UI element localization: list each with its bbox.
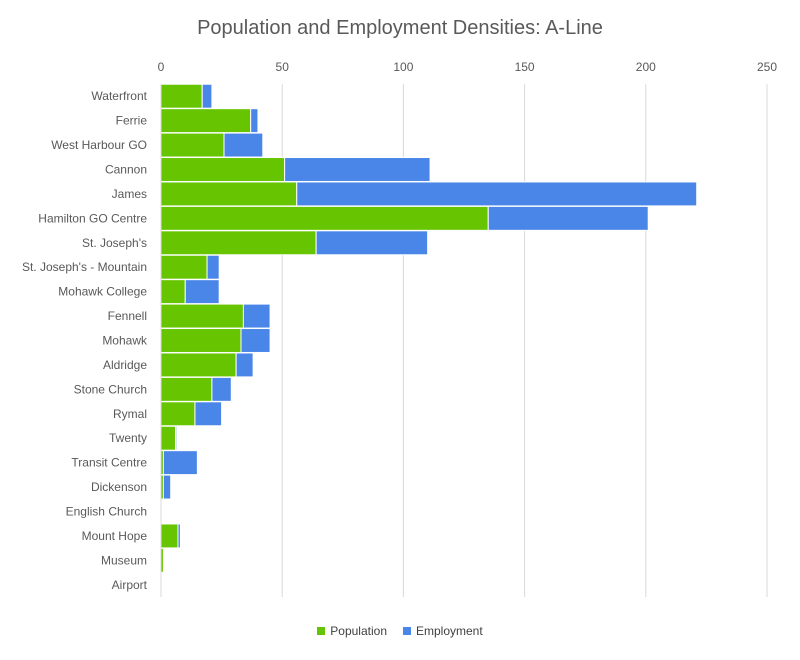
- category-label: Mohawk College: [58, 285, 147, 299]
- category-label: Dickenson: [91, 480, 147, 494]
- employment-bar: [206, 254, 220, 280]
- population-bar: [160, 83, 203, 109]
- population-bar: [160, 352, 237, 378]
- x-tick-label: 0: [158, 60, 165, 74]
- category-label: Museum: [101, 553, 147, 567]
- employment-bar: [250, 108, 259, 134]
- category-label: Cannon: [105, 163, 147, 177]
- category-label: James: [112, 187, 147, 201]
- population-bar: [160, 205, 489, 231]
- employment-bar: [201, 83, 213, 109]
- category-label: Aldridge: [103, 358, 147, 372]
- category-label: Ferrie: [116, 114, 148, 128]
- category-label: Mohawk: [102, 334, 148, 348]
- x-tick-label: 100: [393, 60, 413, 74]
- population-bar: [160, 108, 252, 134]
- employment-bar: [194, 401, 223, 427]
- x-tick-label: 150: [515, 60, 535, 74]
- legend-label: Population: [330, 624, 387, 638]
- x-tick-label: 250: [757, 60, 777, 74]
- category-label: St. Joseph's - Mountain: [22, 260, 147, 274]
- population-bar: [160, 401, 196, 427]
- population-bar: [160, 254, 208, 280]
- population-bar: [160, 303, 244, 329]
- population-bar: [160, 425, 177, 451]
- legend-label: Employment: [416, 624, 483, 638]
- category-label: English Church: [66, 505, 147, 519]
- population-bar: [160, 279, 186, 305]
- employment-bar: [315, 230, 429, 256]
- category-label: West Harbour GO: [51, 138, 147, 152]
- category-label: St. Joseph's: [82, 236, 147, 250]
- category-label: Stone Church: [74, 382, 147, 396]
- x-tick-label: 200: [636, 60, 656, 74]
- legend-swatch: [403, 627, 411, 635]
- employment-bar: [487, 205, 649, 231]
- employment-bar: [162, 474, 172, 500]
- category-label: Fennell: [108, 309, 147, 323]
- employment-bar: [235, 352, 254, 378]
- population-bar: [160, 376, 213, 402]
- employment-bar: [242, 303, 271, 329]
- employment-bar: [296, 181, 698, 207]
- population-bar: [160, 132, 225, 158]
- employment-bar: [284, 157, 431, 182]
- category-label: Waterfront: [91, 89, 147, 103]
- employment-bar: [211, 376, 232, 402]
- category-label: Hamilton GO Centre: [38, 211, 147, 225]
- category-label: Airport: [112, 578, 148, 592]
- population-bar: [160, 523, 179, 549]
- legend-item: Employment: [403, 624, 483, 638]
- population-bar: [160, 230, 317, 256]
- population-bar: [160, 328, 242, 353]
- x-tick-label: 50: [276, 60, 290, 74]
- legend: Population Employment: [0, 624, 800, 638]
- category-label: Transit Centre: [71, 456, 147, 470]
- chart-title: Population and Employment Densities: A-L…: [197, 17, 603, 39]
- legend-swatch: [317, 627, 326, 635]
- category-label: Twenty: [109, 431, 147, 445]
- employment-bar: [175, 425, 178, 451]
- category-label: Rymal: [113, 407, 147, 421]
- employment-bar: [184, 279, 220, 305]
- employment-bar: [162, 450, 198, 476]
- employment-bar: [177, 523, 181, 549]
- category-label: Mount Hope: [82, 529, 148, 543]
- population-bar: [160, 157, 286, 182]
- population-bar: [160, 181, 298, 207]
- employment-bar: [240, 328, 271, 353]
- employment-bar: [223, 132, 264, 158]
- legend-item: Population: [317, 624, 387, 638]
